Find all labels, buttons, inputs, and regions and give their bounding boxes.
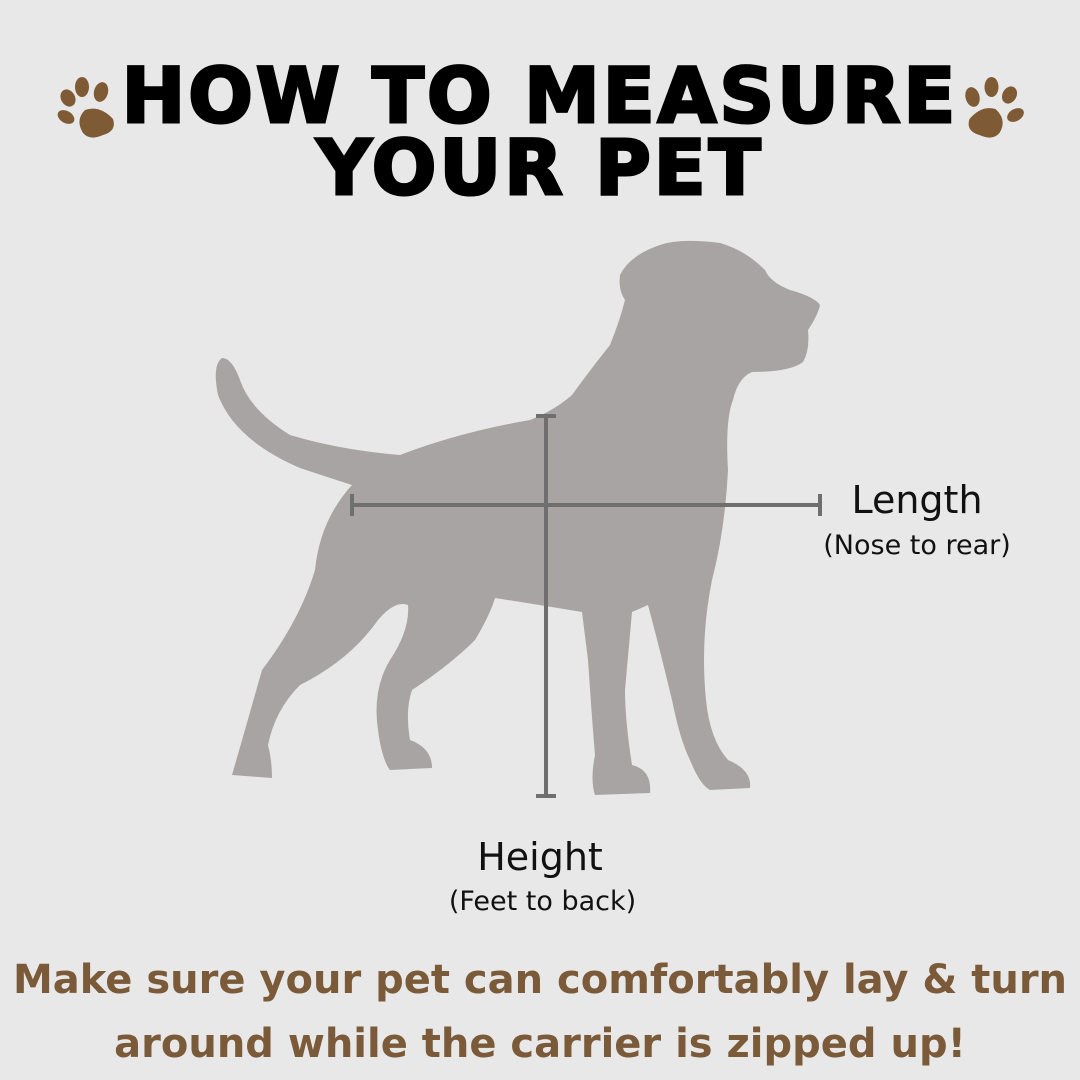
note-line-2: around while the carrier is zipped up! xyxy=(114,1021,966,1067)
length-label: Length xyxy=(851,478,983,522)
paw-print-icon-right xyxy=(965,77,1024,138)
height-label: Height xyxy=(477,835,603,879)
title-line-1: HOW TO MEASURE xyxy=(120,51,959,140)
note-line-1: Make sure your pet can comfortably lay &… xyxy=(12,957,1068,1003)
title-line-2: YOUR PET xyxy=(315,123,764,212)
length-sub-label: (Nose to rear) xyxy=(823,530,1011,561)
paw-print-icon-left xyxy=(57,77,114,138)
dog-silhouette xyxy=(215,240,820,795)
height-sub-label: (Feet to back) xyxy=(448,886,637,917)
